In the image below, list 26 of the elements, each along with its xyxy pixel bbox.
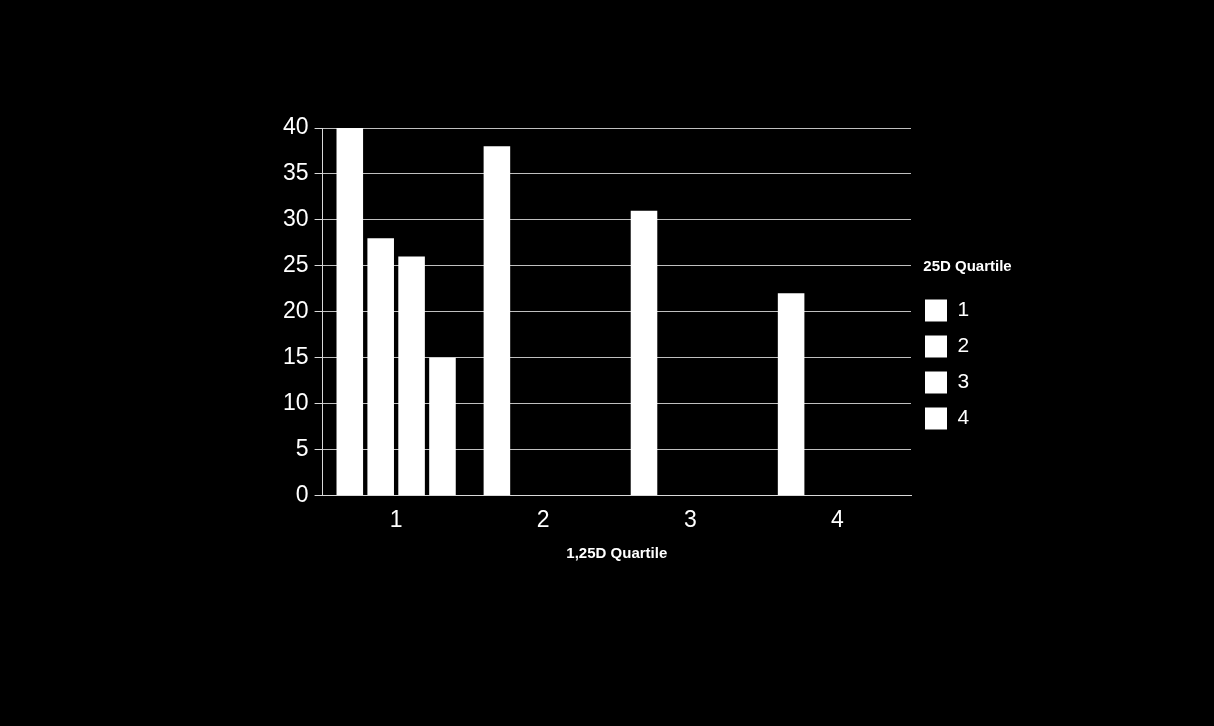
legend-label: 4 (957, 405, 970, 429)
bar (630, 210, 658, 495)
x-tick-label: 2 (536, 505, 550, 532)
bar (429, 357, 456, 495)
bar (367, 238, 394, 495)
bar (777, 293, 805, 495)
legend-label: 1 (957, 297, 970, 321)
legend-title: 25D Quartile (923, 257, 1012, 275)
y-tick-label: 0 (295, 480, 309, 507)
bar (398, 256, 425, 495)
x-tick-label: 3 (683, 505, 697, 532)
y-tick-label: 15 (282, 342, 309, 369)
legend-label: 2 (957, 333, 970, 357)
x-tick-label: 1 (389, 505, 403, 532)
x-axis-title: 1,25D Quartile (566, 544, 668, 562)
y-tick-label: 5 (295, 434, 309, 461)
x-tick-label: 4 (831, 505, 845, 532)
y-tick-label: 40 (282, 113, 309, 140)
y-tick-label: 35 (282, 159, 309, 186)
y-tick-label: 25 (282, 251, 309, 278)
bar (483, 146, 511, 495)
y-tick-label: 10 (282, 388, 309, 415)
y-tick-label: 20 (282, 297, 309, 324)
legend-label: 3 (957, 369, 970, 393)
y-tick-label: 30 (282, 205, 309, 232)
bar (336, 128, 364, 495)
